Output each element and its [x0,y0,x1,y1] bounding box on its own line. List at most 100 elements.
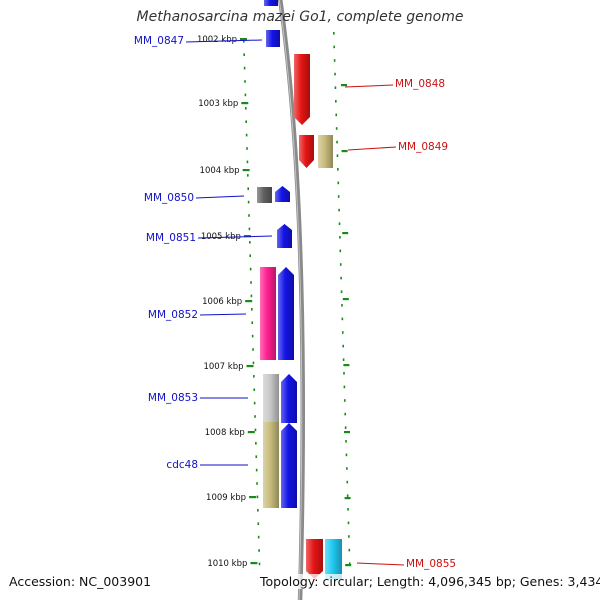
axis-tick-minor [336,140,338,144]
axis-tick-major [250,562,258,565]
axis-tick-minor [339,236,341,239]
axis-tick-minor [345,453,348,457]
cds-feature [299,135,314,168]
gene-label-leader [195,195,245,199]
axis-tick-minor [340,276,342,280]
axis-tick-minor [341,331,344,334]
orf-feature [260,267,276,360]
axis-tick-minor [334,72,336,76]
axis-tick-minor [334,86,337,89]
axis-tick-minor [256,482,258,485]
gene-label-leader [344,84,394,88]
axis-tick-minor [252,361,255,365]
gene-label-leader [197,235,273,239]
axis-tick-minor [333,32,335,35]
axis-tick-minor [257,509,259,512]
axis-tick-minor [251,334,254,338]
kbp-label: 1010 kbp [207,559,247,569]
axis-tick-minor [344,426,347,429]
orf-feature [263,422,279,508]
kbp-label: 1006 kbp [202,297,242,307]
axis-tick-minor [245,107,247,110]
axis-tick-minor [346,480,349,484]
axis-tick-minor [337,168,339,171]
axis-tick-minor [258,562,261,566]
orf-feature [318,135,333,168]
orf-feature [257,187,272,203]
gene-label-leader [356,562,405,566]
gene-label[interactable]: MM_0853 [148,392,198,404]
axis-tick-minor [338,222,341,225]
kbp-label: 1008 kbp [205,428,245,438]
axis-tick-minor [249,254,252,257]
axis-tick-minor [245,133,248,137]
axis-tick-minor [343,385,346,389]
cds-feature [294,54,310,125]
gene-label[interactable]: cdc48 [166,459,198,471]
axis-tick-minor [348,562,351,565]
axis-tick-minor [339,249,342,253]
axis-tick-minor [336,154,339,157]
axis-tick-minor [250,281,252,284]
axis-tick-minor [348,548,351,552]
genome-info-text: Topology: circular; Length: 4,096,345 bp… [260,574,600,589]
kbp-label: 1002 kbp [197,35,237,45]
axis-tick-major [247,431,255,434]
axis-tick-minor [335,113,338,117]
gene-label[interactable]: MM_0847 [134,35,184,47]
axis-tick-major [342,232,349,235]
axis-tick-minor [248,227,251,231]
axis-tick-minor [335,127,338,130]
gene-label[interactable]: MM_0855 [406,558,456,570]
axis-tick-minor [348,535,350,538]
axis-tick-minor [344,399,346,402]
axis-tick-minor [253,388,256,391]
axis-tick-minor [333,45,336,49]
orf-feature [263,374,279,422]
axis-tick-major [342,298,349,301]
cds-feature [277,224,292,248]
genome-backbone [278,0,306,600]
map-title: Methanosarcina mazei Go1, complete genom… [136,9,464,25]
axis-tick-minor [249,267,252,271]
axis-tick-major [241,102,249,105]
cds-feature [306,539,323,579]
axis-tick-minor [339,263,342,266]
axis-tick-minor [256,495,259,499]
axis-tick-minor [338,208,340,212]
axis-tick-minor [335,100,337,103]
gene-label[interactable]: MM_0850 [144,192,194,204]
axis-tick-major [344,497,351,500]
gene-label[interactable]: MM_0848 [395,78,445,90]
axis-tick-minor [245,120,248,123]
axis-tick-minor [247,187,250,190]
axis-tick-minor [250,294,253,298]
cds-feature [281,423,297,508]
cds-feature [281,374,297,423]
gene-label[interactable]: MM_0851 [146,232,196,244]
axis-tick-minor [254,415,256,418]
axis-tick-minor [255,455,258,458]
gene-label-leader [185,39,263,43]
axis-tick-minor [251,308,253,311]
gene-label[interactable]: MM_0852 [148,309,198,321]
axis-tick-minor [341,317,344,321]
axis-tick-minor [251,321,254,324]
axis-tick-minor [344,412,347,416]
gene-label[interactable]: MM_0849 [398,141,448,153]
kbp-label: 1009 kbp [206,493,246,503]
axis-tick-minor [346,494,349,497]
axis-tick-major [246,365,254,368]
axis-tick-minor [243,53,246,56]
gene-label-leader [347,146,397,151]
axis-tick-minor [249,241,251,244]
axis-tick-minor [253,401,256,405]
kbp-label: 1007 kbp [203,362,243,372]
axis-tick-minor [340,290,343,293]
axis-tick-minor [337,195,340,198]
axis-tick-major [242,169,250,172]
axis-tick-minor [342,344,344,348]
axis-tick-minor [248,214,250,217]
